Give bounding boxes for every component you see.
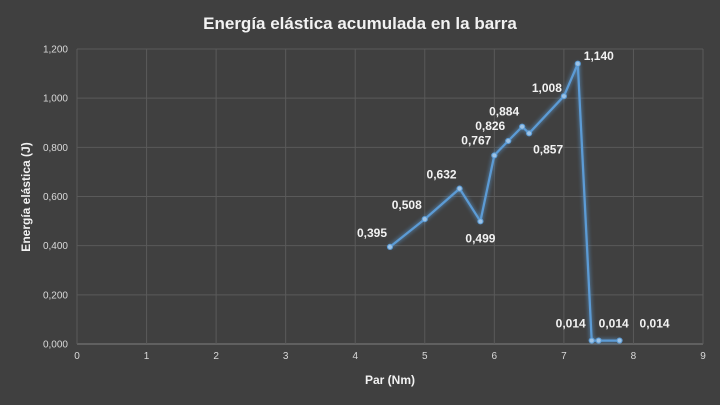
y-tick-label: 1,000: [43, 94, 68, 105]
data-label: 0,508: [392, 198, 422, 212]
x-tick-label: 1: [144, 351, 150, 362]
data-point: [526, 130, 533, 137]
gridlines: [76, 48, 704, 345]
data-point: [588, 337, 595, 344]
x-tick-label: 8: [631, 351, 637, 362]
data-point: [560, 93, 567, 100]
y-tick-label: 0,400: [43, 241, 68, 252]
y-axis-ticks: 0,000 0,200 0,400 0,600 0,800 1,000 1,200: [43, 45, 68, 351]
data-points: [386, 60, 623, 344]
x-tick-label: 9: [700, 351, 706, 362]
x-tick-label: 0: [74, 351, 80, 362]
x-tick-label: 5: [422, 351, 428, 362]
x-axis-ticks: 0 1 2 3 4 5 6 7 8 9: [74, 351, 706, 362]
data-label: 0,014: [599, 317, 629, 331]
data-label: 0,499: [465, 231, 495, 245]
x-tick-label: 7: [561, 351, 567, 362]
x-tick-label: 6: [492, 351, 498, 362]
data-label: 1,140: [584, 49, 614, 63]
x-tick-label: 2: [213, 351, 219, 362]
data-label: 0,014: [640, 317, 670, 331]
data-point: [505, 137, 512, 145]
data-label: 0,014: [556, 317, 586, 331]
y-axis-title: Energía elástica (J): [19, 142, 33, 251]
y-tick-label: 1,200: [43, 45, 68, 56]
data-label: 0,826: [475, 119, 505, 133]
data-point: [386, 243, 394, 250]
x-tick-label: 3: [283, 351, 289, 362]
data-label: 0,632: [427, 168, 457, 182]
data-point: [477, 218, 484, 225]
data-point: [616, 337, 623, 344]
x-tick-label: 4: [352, 351, 358, 362]
x-axis-title: Par (Nm): [365, 373, 415, 387]
y-tick-label: 0,800: [43, 143, 68, 154]
chart-title: Energía elástica acumulada en la barra: [203, 14, 517, 33]
data-point: [574, 60, 581, 67]
data-label: 0,767: [461, 133, 491, 147]
data-point: [456, 185, 463, 192]
data-point: [595, 337, 602, 344]
y-tick-label: 0,200: [43, 290, 68, 301]
data-label: 0,884: [489, 105, 519, 119]
data-point: [491, 152, 498, 159]
data-label: 0,857: [533, 142, 563, 156]
data-label: 0,395: [357, 226, 387, 240]
data-label: 1,008: [532, 81, 562, 95]
y-tick-label: 0,600: [43, 192, 68, 203]
y-tick-label: 0,000: [43, 340, 68, 351]
data-point: [519, 123, 526, 130]
data-point: [421, 216, 428, 223]
